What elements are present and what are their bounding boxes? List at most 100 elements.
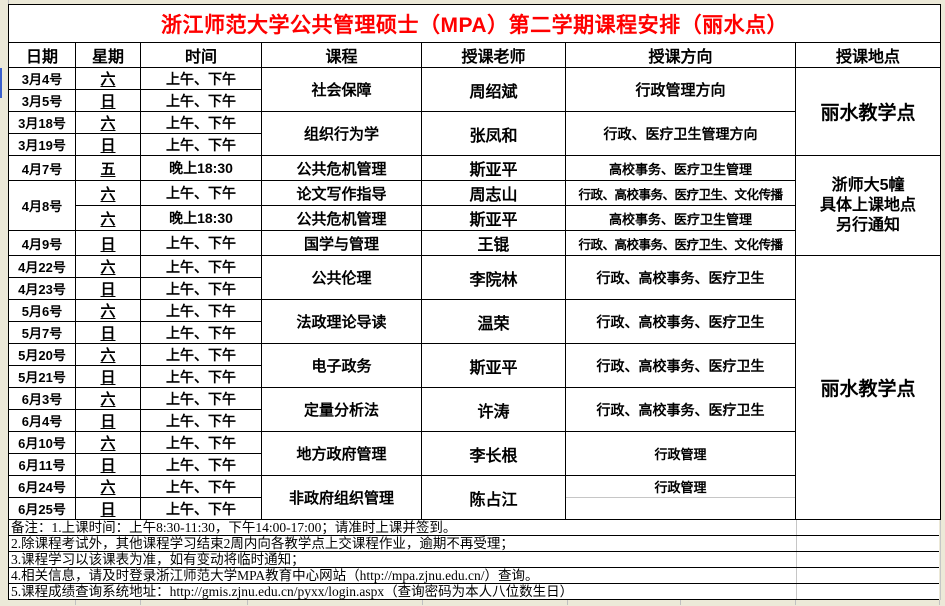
week-cell[interactable]: 六: [75, 67, 141, 90]
direction-cell[interactable]: 行政管理: [565, 431, 796, 476]
course-cell[interactable]: 论文写作指导: [261, 180, 422, 206]
week-cell[interactable]: 日: [75, 453, 141, 476]
week-cell[interactable]: 六: [75, 255, 141, 278]
course-cell[interactable]: 组织行为学: [261, 111, 422, 156]
direction-cell[interactable]: 行政、高校事务、医疗卫生: [565, 343, 796, 388]
time-cell[interactable]: 上午、下午: [140, 277, 262, 300]
time-cell[interactable]: 上午、下午: [140, 365, 262, 388]
direction-cell[interactable]: 行政、高校事务、医疗卫生: [565, 299, 796, 344]
location-cell-lishui-2[interactable]: 丽水教学点: [794, 255, 942, 520]
time-cell[interactable]: 上午、下午: [140, 387, 262, 410]
time-cell[interactable]: 上午、下午: [140, 475, 262, 498]
time-cell[interactable]: 上午、下午: [140, 133, 262, 156]
date-cell[interactable]: 6月25号: [8, 497, 76, 520]
course-cell[interactable]: 地方政府管理: [261, 431, 422, 476]
date-cell[interactable]: 3月19号: [8, 133, 76, 156]
time-cell[interactable]: 上午、下午: [140, 497, 262, 520]
time-cell[interactable]: 上午、下午: [140, 111, 262, 134]
course-cell[interactable]: 法政理论导读: [261, 299, 422, 344]
direction-cell[interactable]: 高校事务、医疗卫生管理: [565, 205, 796, 231]
time-cell[interactable]: 晚上18:30: [140, 205, 262, 231]
course-cell[interactable]: 公共危机管理: [261, 155, 422, 181]
time-cell[interactable]: 晚上18:30: [140, 155, 262, 181]
direction-cell-empty[interactable]: [565, 497, 796, 520]
date-cell[interactable]: 3月18号: [8, 111, 76, 134]
teacher-cell[interactable]: 张凤和: [421, 111, 566, 156]
teacher-cell[interactable]: 斯亚平: [421, 205, 566, 231]
note-row[interactable]: 4.相关信息，请及时登录浙江师范大学MPA教育中心网站（http://mpa.z…: [9, 568, 939, 584]
teacher-cell[interactable]: 周绍斌: [421, 67, 566, 112]
date-cell[interactable]: 5月21号: [8, 365, 76, 388]
note-row[interactable]: 5.课程成绩查询系统地址：http://gmis.zjnu.edu.cn/pyx…: [9, 584, 939, 600]
week-cell[interactable]: 五: [75, 155, 141, 181]
teacher-cell[interactable]: 斯亚平: [421, 155, 566, 181]
week-cell[interactable]: 六: [75, 343, 141, 366]
time-cell[interactable]: 上午、下午: [140, 67, 262, 90]
week-cell[interactable]: 日: [75, 230, 141, 256]
course-cell[interactable]: 定量分析法: [261, 387, 422, 432]
teacher-cell[interactable]: 许涛: [421, 387, 566, 432]
header-time[interactable]: 时间: [140, 42, 262, 68]
week-cell[interactable]: 六: [75, 111, 141, 134]
week-cell[interactable]: 六: [75, 299, 141, 322]
note-row[interactable]: 2.除课程考试外，其他课程学习结束2周内向各教学点上交课程作业，逾期不再受理；: [9, 536, 939, 552]
week-cell[interactable]: 六: [75, 205, 141, 231]
date-cell[interactable]: 5月20号: [8, 343, 76, 366]
page-title[interactable]: 浙江师范大学公共管理硕士（MPA）第二学期课程安排（丽水点）: [7, 4, 942, 43]
note-row[interactable]: 备注：1.上课时间：上午8:30-11:30，下午14:00-17:00；请准时…: [9, 520, 939, 536]
note-row[interactable]: 3.课程学习以该课表为准，如有变动将临时通知；: [9, 552, 939, 568]
direction-cell[interactable]: 行政、高校事务、医疗卫生、文化传播: [565, 180, 796, 206]
week-cell[interactable]: 日: [75, 133, 141, 156]
course-cell[interactable]: 社会保障: [261, 67, 422, 112]
teacher-cell[interactable]: 陈占江: [421, 475, 566, 520]
time-cell[interactable]: 上午、下午: [140, 343, 262, 366]
direction-cell[interactable]: 高校事务、医疗卫生管理: [565, 155, 796, 181]
time-cell[interactable]: 上午、下午: [140, 431, 262, 454]
date-cell[interactable]: 4月7号: [8, 155, 76, 181]
week-cell[interactable]: 日: [75, 321, 141, 344]
time-cell[interactable]: 上午、下午: [140, 409, 262, 432]
date-cell[interactable]: 4月22号: [8, 255, 76, 278]
teacher-cell[interactable]: 王锟: [421, 230, 566, 256]
header-week[interactable]: 星期: [75, 42, 141, 68]
date-cell[interactable]: 6月11号: [8, 453, 76, 476]
teacher-cell[interactable]: 周志山: [421, 180, 566, 206]
date-cell[interactable]: 5月6号: [8, 299, 76, 322]
time-cell[interactable]: 上午、下午: [140, 89, 262, 112]
direction-cell[interactable]: 行政、高校事务、医疗卫生: [565, 387, 796, 432]
date-cell[interactable]: 3月5号: [8, 89, 76, 112]
date-cell[interactable]: 4月23号: [8, 277, 76, 300]
time-cell[interactable]: 上午、下午: [140, 453, 262, 476]
direction-cell[interactable]: 行政管理: [565, 475, 796, 498]
header-course[interactable]: 课程: [261, 42, 422, 68]
week-cell[interactable]: 日: [75, 277, 141, 300]
teacher-cell[interactable]: 李长根: [421, 431, 566, 476]
location-cell-notice[interactable]: 浙师大5幢 具体上课地点 另行通知: [794, 155, 942, 256]
time-cell[interactable]: 上午、下午: [140, 180, 262, 206]
course-cell[interactable]: 公共伦理: [261, 255, 422, 300]
date-cell[interactable]: 4月9号: [8, 230, 76, 256]
week-cell[interactable]: 六: [75, 431, 141, 454]
date-cell[interactable]: 6月10号: [8, 431, 76, 454]
teacher-cell[interactable]: 李院林: [421, 255, 566, 300]
time-cell[interactable]: 上午、下午: [140, 230, 262, 256]
date-cell[interactable]: 6月4号: [8, 409, 76, 432]
date-cell[interactable]: 6月3号: [8, 387, 76, 410]
direction-cell[interactable]: 行政、医疗卫生管理方向: [565, 111, 796, 156]
week-cell[interactable]: 六: [75, 180, 141, 206]
time-cell[interactable]: 上午、下午: [140, 299, 262, 322]
direction-cell[interactable]: 行政、高校事务、医疗卫生: [565, 255, 796, 300]
course-cell[interactable]: 非政府组织管理: [261, 475, 422, 520]
header-direction[interactable]: 授课方向: [565, 42, 796, 68]
date-cell[interactable]: 3月4号: [8, 67, 76, 90]
course-cell[interactable]: 公共危机管理: [261, 205, 422, 231]
time-cell[interactable]: 上午、下午: [140, 321, 262, 344]
week-cell[interactable]: 日: [75, 89, 141, 112]
direction-cell[interactable]: 行政、高校事务、医疗卫生、文化传播: [565, 230, 796, 256]
week-cell[interactable]: 六: [75, 387, 141, 410]
week-cell[interactable]: 六: [75, 475, 141, 498]
date-cell[interactable]: 5月7号: [8, 321, 76, 344]
teacher-cell[interactable]: 斯亚平: [421, 343, 566, 388]
location-cell-lishui-1[interactable]: 丽水教学点: [794, 67, 942, 156]
teacher-cell[interactable]: 温荣: [421, 299, 566, 344]
